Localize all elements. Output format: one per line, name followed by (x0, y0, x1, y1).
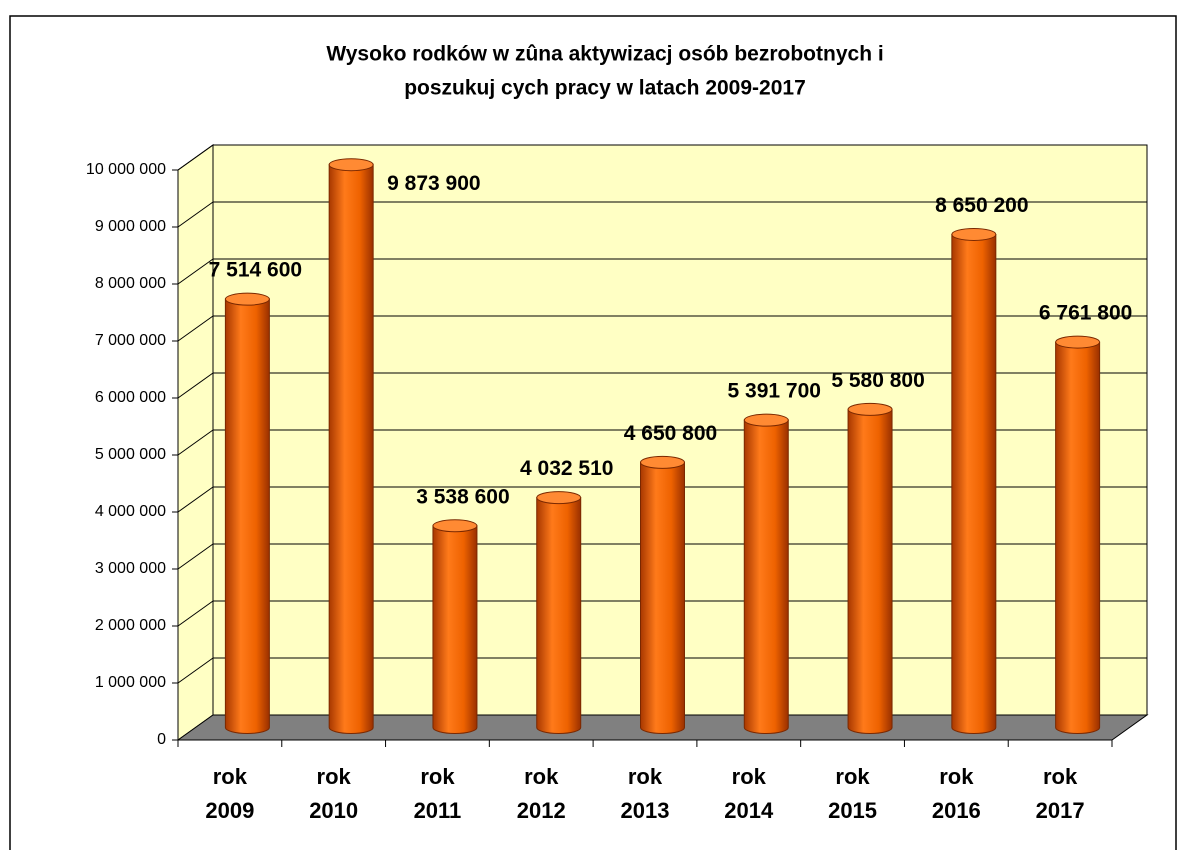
y-tick-label: 7 000 000 (95, 332, 166, 349)
bar-top (224, 292, 270, 306)
grid-line (177, 486, 214, 513)
bar-top (536, 491, 582, 505)
bar (743, 419, 789, 734)
value-label: 8 650 200 (935, 194, 1028, 217)
bar-top (743, 413, 789, 427)
y-tick-label: 5 000 000 (95, 446, 166, 463)
y-tick-label: 0 (157, 731, 166, 748)
x-tick-label: rok 2016 (932, 764, 981, 823)
chart-title: poszukuj cych pracy w latach 2009-2017 (404, 77, 806, 100)
bar-top (640, 455, 685, 469)
grid-line (177, 600, 214, 627)
bar-top (1055, 335, 1101, 349)
value-label: 5 580 800 (831, 369, 924, 392)
bar (847, 408, 893, 734)
bar-top (328, 158, 374, 172)
y-tick-label: 6 000 000 (95, 389, 166, 406)
chart-title: Wysoko rodków w zûna aktywizacj osób bez… (326, 43, 883, 66)
y-tick-label: 8 000 000 (95, 275, 166, 292)
x-tick-label: rok 2017 (1036, 764, 1085, 823)
value-label: 7 514 600 (209, 259, 302, 282)
x-tick-label: rok 2010 (309, 764, 358, 823)
bar (536, 497, 582, 734)
bar (951, 233, 997, 734)
x-tick-label: rok 2015 (828, 764, 877, 823)
bar (224, 298, 270, 734)
grid-line (177, 258, 214, 285)
y-tick-label: 10 000 000 (86, 161, 166, 178)
bar-top (847, 402, 893, 416)
grid-line (177, 144, 214, 171)
y-tick-label: 1 000 000 (95, 674, 166, 691)
grid-line (177, 429, 214, 456)
y-tick-label: 2 000 000 (95, 617, 166, 634)
grid-line (177, 543, 214, 570)
bar-top (951, 227, 997, 241)
x-tick-label: rok 2012 (517, 764, 566, 823)
grid-line (177, 657, 214, 684)
bar (328, 164, 374, 734)
x-tick-label: rok 2009 (205, 764, 254, 823)
bar-top (432, 519, 478, 533)
grid-line (177, 315, 214, 342)
grid-line (177, 372, 214, 399)
value-label: 4 650 800 (624, 422, 717, 445)
x-tick-label: rok 2011 (414, 764, 462, 823)
bar (432, 525, 478, 734)
bar (640, 461, 685, 734)
value-label: 5 391 700 (728, 380, 821, 403)
y-tick-label: 4 000 000 (95, 503, 166, 520)
grid-line (177, 201, 214, 228)
value-label: 9 873 900 (387, 172, 480, 195)
x-tick-label: rok 2013 (621, 764, 670, 823)
y-tick-label: 9 000 000 (95, 218, 166, 235)
bar (1055, 341, 1101, 734)
x-tick-label: rok 2014 (724, 764, 774, 823)
value-label: 4 032 510 (520, 457, 613, 480)
y-tick-label: 3 000 000 (95, 560, 166, 577)
value-label: 6 761 800 (1039, 302, 1132, 325)
value-label: 3 538 600 (416, 485, 509, 508)
